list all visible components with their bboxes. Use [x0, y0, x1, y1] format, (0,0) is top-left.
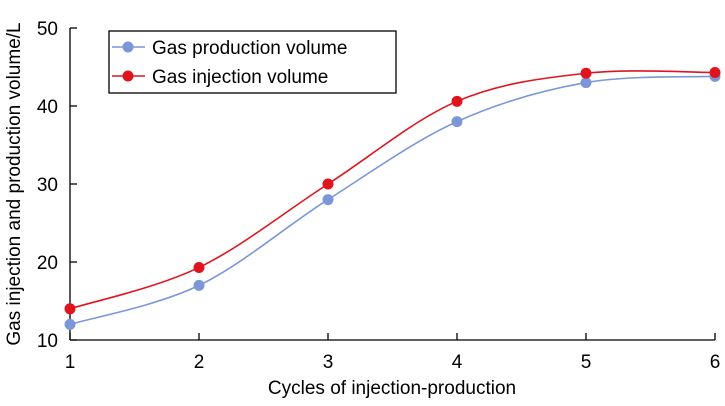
- legend-box: [108, 30, 397, 94]
- legend-marker-injection: [122, 70, 134, 82]
- data-point: [64, 318, 76, 330]
- y-tick-label: 10: [37, 331, 58, 352]
- data-point: [451, 95, 463, 107]
- series-group: [64, 66, 721, 330]
- x-tick-label: 5: [581, 352, 592, 373]
- y-tick-label: 40: [37, 97, 58, 118]
- legend-marker-production: [122, 41, 134, 53]
- data-point: [322, 178, 334, 190]
- x-tick-label: 1: [65, 352, 76, 373]
- data-point: [64, 303, 76, 315]
- axes: 10 20 30 40 50 1 2 3 4 5 6: [37, 19, 720, 373]
- y-tick-label: 20: [37, 253, 58, 274]
- legend-label-production: Gas production volume: [152, 38, 347, 59]
- data-point: [709, 66, 721, 78]
- x-tick-label: 4: [452, 352, 463, 373]
- x-axis-title: Cycles of injection-production: [268, 378, 516, 399]
- legend-label-injection: Gas injection volume: [152, 67, 328, 88]
- data-point: [451, 116, 463, 128]
- data-point: [580, 77, 592, 89]
- y-axis-title: Gas injection and production volume/L: [4, 22, 25, 345]
- series-line: [69, 75, 716, 326]
- series-line: [69, 70, 716, 310]
- x-tick-label: 2: [194, 352, 205, 373]
- data-point: [322, 194, 334, 206]
- series-gas-injection-volume: [64, 66, 721, 315]
- series-gas-production-volume: [64, 70, 721, 330]
- y-tick-label: 50: [37, 19, 58, 40]
- x-tick-label: 3: [323, 352, 334, 373]
- legend: Gas production volume Gas injection volu…: [108, 30, 397, 94]
- data-point: [193, 279, 205, 291]
- x-tick-label: 6: [710, 352, 721, 373]
- data-point: [580, 67, 592, 79]
- data-point: [193, 261, 205, 273]
- y-tick-label: 30: [37, 175, 58, 196]
